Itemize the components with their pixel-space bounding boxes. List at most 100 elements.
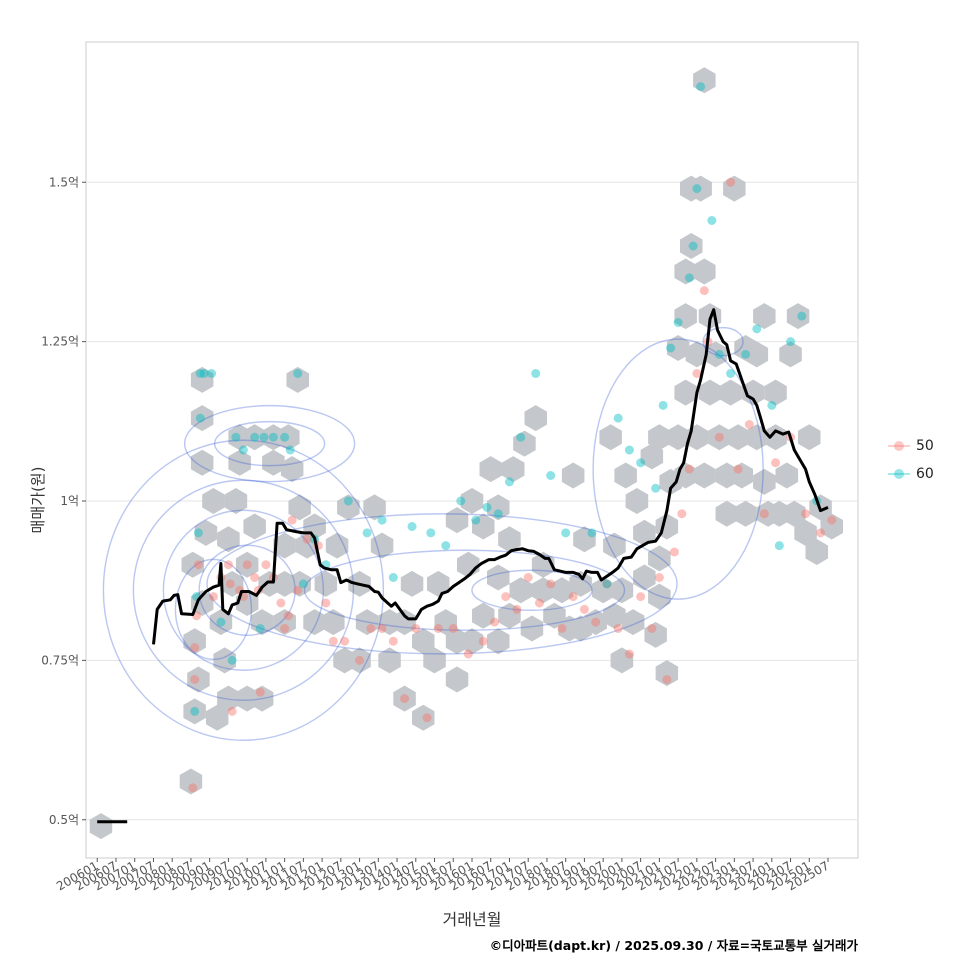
hex-bin <box>674 303 697 330</box>
hex-bin <box>805 539 828 565</box>
hex-bin <box>783 500 806 527</box>
trend-line <box>97 308 829 824</box>
point-50 <box>255 687 265 697</box>
hex-bin <box>423 647 446 674</box>
legend-label-60: 60 <box>916 466 934 482</box>
hex-bin <box>190 449 214 476</box>
hex-bin <box>775 462 799 489</box>
point-60 <box>259 432 269 442</box>
density-contour <box>206 513 678 655</box>
hex-bin <box>183 698 206 725</box>
hex-bin <box>698 379 722 406</box>
hex-bin <box>633 564 656 591</box>
point-60 <box>707 216 717 225</box>
point-60 <box>190 706 200 716</box>
chart-caption: ©디아파트(dapt.kr) / 2025.09.30 / 자료=국토교통부 실… <box>489 938 858 953</box>
hex-bin <box>243 424 266 451</box>
point-60 <box>651 483 661 493</box>
hex-bin <box>779 341 802 368</box>
point-60 <box>741 349 751 359</box>
hex-bin <box>190 366 214 393</box>
point-60 <box>752 324 762 334</box>
point-50 <box>478 636 488 646</box>
hex-bin <box>693 67 716 94</box>
point-60 <box>482 502 492 512</box>
point-50 <box>636 592 646 602</box>
hex-bin <box>217 526 240 553</box>
hex-bin <box>322 609 345 636</box>
point-50 <box>624 649 634 659</box>
density-contour <box>303 549 626 631</box>
point-60 <box>285 445 295 455</box>
point-50 <box>692 369 702 378</box>
point-50 <box>654 573 664 582</box>
point-50 <box>463 649 473 659</box>
hex-bin <box>235 551 259 578</box>
point-60 <box>587 528 597 538</box>
hex-bin <box>303 609 326 636</box>
hex-bin <box>648 424 671 451</box>
point-50 <box>276 598 286 608</box>
hex-bin <box>561 462 585 489</box>
hex-bin <box>524 405 547 432</box>
density-contour <box>132 479 355 701</box>
point-60 <box>786 337 796 347</box>
density-contour <box>592 338 764 600</box>
point-50 <box>662 675 672 684</box>
point-60 <box>561 528 571 538</box>
hex-bin <box>224 488 248 514</box>
point-50 <box>400 694 410 704</box>
hex-bin <box>708 424 731 451</box>
point-50 <box>523 573 533 582</box>
point-60 <box>250 432 260 442</box>
point-50 <box>816 528 826 538</box>
point-50 <box>422 713 432 723</box>
hex-bin <box>250 609 274 636</box>
point-60 <box>195 369 205 378</box>
point-60 <box>388 573 398 582</box>
hex-bin <box>472 513 495 540</box>
point-60 <box>531 369 541 378</box>
point-50 <box>190 675 200 684</box>
point-50 <box>287 515 297 525</box>
hex-bin <box>798 424 821 451</box>
hex-bin <box>378 647 401 674</box>
point-50 <box>283 611 293 621</box>
legend-item-50: 50 <box>886 432 934 460</box>
point-50 <box>726 177 736 187</box>
point-60 <box>602 579 612 589</box>
hex-bin <box>286 366 309 393</box>
hex-bin <box>228 449 251 476</box>
hex-bin <box>753 468 776 495</box>
density-contours <box>102 326 764 741</box>
hex-bin <box>520 615 544 642</box>
hex-bin <box>550 577 574 604</box>
hex-bin <box>190 405 214 432</box>
point-60 <box>298 579 308 589</box>
hex-bin <box>704 341 727 368</box>
hex-bin <box>502 456 525 483</box>
point-50 <box>328 636 338 646</box>
point-60 <box>673 318 683 327</box>
point-60 <box>504 477 514 487</box>
hex-bin <box>674 258 697 285</box>
hex-bin <box>181 551 205 578</box>
point-50 <box>699 286 709 296</box>
hex-bin <box>277 424 300 451</box>
hex-bin <box>355 609 379 636</box>
y-axis-label: 매매가(원) <box>28 466 47 534</box>
hex-bin <box>531 577 555 604</box>
point-50 <box>489 617 499 627</box>
point-60 <box>692 184 702 194</box>
hex-bin <box>209 609 233 636</box>
point-50 <box>242 560 252 570</box>
hex-bin <box>412 704 435 731</box>
point-50 <box>827 515 837 525</box>
point-50 <box>801 509 811 519</box>
point-60 <box>666 343 676 353</box>
point-50 <box>579 604 589 614</box>
y-tick-label: 1.5억 <box>49 175 79 189</box>
point-60 <box>726 369 736 378</box>
hex-layer <box>89 67 843 840</box>
